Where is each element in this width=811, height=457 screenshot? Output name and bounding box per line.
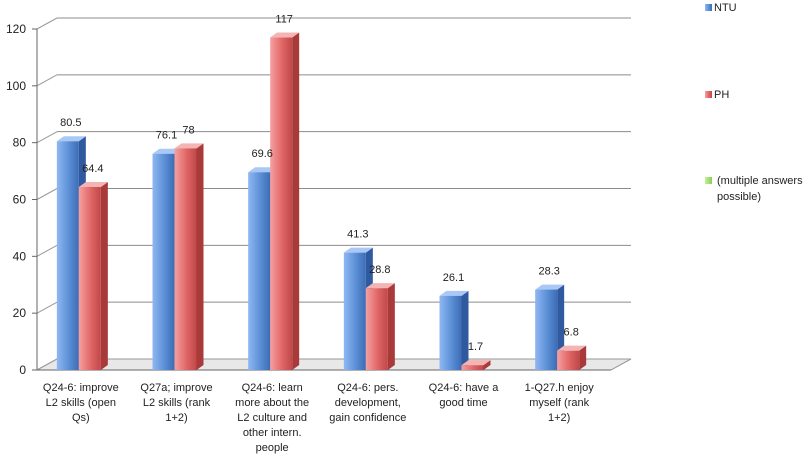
data-label: 41.3	[347, 229, 368, 241]
data-label: 80.5	[60, 117, 81, 129]
data-label: 1.7	[468, 341, 483, 353]
data-label: 28.3	[538, 266, 559, 278]
bar-top	[343, 247, 373, 253]
legend-label: (multiple answers possible)	[717, 175, 803, 203]
legend: NTU PH (multiple answers possible)	[705, 2, 803, 203]
category-label-line: Q24-6: have a	[429, 382, 500, 394]
data-label: 117	[275, 14, 293, 26]
legend-label: PH	[714, 89, 729, 101]
bar-top	[461, 360, 491, 366]
data-label: 28.8	[369, 264, 390, 276]
gridline-slant	[36, 301, 58, 314]
category-label-line: 1+2)	[165, 412, 187, 424]
bar-ph	[365, 288, 388, 370]
category-label-line: L2 skills (open	[46, 397, 116, 409]
bar-side	[483, 360, 491, 370]
bars	[56, 32, 587, 371]
category-label-line: 1-Q27.h enjoy	[525, 382, 595, 394]
bar-ph	[461, 365, 484, 370]
bar-side	[461, 290, 469, 370]
gridline-slant	[36, 188, 58, 200]
data-label: 6.8	[564, 327, 579, 339]
category-label-line: Q27a; improve	[140, 382, 212, 394]
category-label: Q24-6: have a good time	[429, 382, 500, 409]
category-label-line: other intern.	[243, 427, 302, 439]
y-tick-label: 60	[13, 193, 27, 207]
bar-ph	[78, 186, 101, 370]
y-tick-label: 120	[6, 22, 26, 36]
legend-swatch	[705, 91, 712, 98]
category-label-line: people	[256, 442, 289, 454]
category-label-line: Q24-6: pers.	[337, 382, 398, 394]
bar-ntu	[248, 172, 271, 370]
bar-ph	[174, 148, 197, 370]
category-label-line: Q24-6: improve	[43, 382, 119, 394]
y-tick-label: 80	[13, 136, 27, 150]
bar-ntu	[439, 295, 462, 370]
bar-top	[174, 143, 204, 149]
data-label: 26.1	[443, 272, 464, 284]
category-label: 1-Q27.h enjoy myself (rank 1+2)	[525, 382, 595, 424]
bar-ntu	[152, 153, 175, 370]
data-label: 76.1	[156, 130, 177, 142]
gridline-slant	[36, 131, 58, 144]
bar-top	[56, 136, 86, 142]
legend-swatch	[705, 4, 712, 11]
bar-top	[439, 290, 469, 296]
gridline-slant	[36, 244, 58, 257]
y-tick-label: 40	[13, 249, 27, 263]
data-label: 69.6	[251, 148, 272, 160]
gridline-slant	[36, 17, 58, 30]
category-label-line: development,	[335, 397, 401, 409]
category-label-line: good time	[439, 397, 487, 409]
bar-top	[78, 181, 108, 187]
category-label: Q24-6: improve L2 skills (open Qs)	[43, 382, 119, 424]
gridline-slant	[36, 74, 58, 87]
category-label-line: gain confidence	[329, 412, 406, 424]
data-labels: 80.5 64.4 76.1 78 69.6 117 41.3 28.8 26.1 1.7 28.3…	[60, 14, 579, 354]
y-tick-label: 20	[13, 306, 27, 320]
category-label-line: L2 skills (rank	[143, 397, 211, 409]
bar-ntu	[535, 289, 558, 370]
legend-label: NTU	[714, 2, 737, 14]
bar-ntu	[343, 252, 366, 370]
legend-swatch	[705, 177, 712, 184]
category-label-line: L2 culture and	[237, 412, 307, 424]
legend-label-line: possible)	[717, 191, 761, 203]
category-label: Q24-6: pers. development, gain confidence	[329, 382, 406, 424]
bar-ntu	[56, 141, 79, 370]
bar-side	[196, 143, 204, 370]
bar-top	[557, 345, 587, 351]
bar-side	[292, 32, 300, 371]
category-label-line: 1+2)	[548, 412, 570, 424]
y-tick-label: 100	[6, 79, 26, 93]
bar-top	[535, 284, 565, 290]
bar-ph	[270, 37, 293, 371]
category-label-line: myself (rank	[529, 397, 589, 409]
bar-top	[365, 283, 395, 289]
category-label: Q27a; improve L2 skills (rank 1+2)	[140, 382, 212, 424]
category-label-line: more about the	[235, 397, 309, 409]
data-label: 78	[182, 124, 194, 136]
bar-top	[270, 32, 300, 38]
bar-side	[100, 181, 108, 370]
bar-ph	[557, 350, 580, 370]
legend-label-line: (multiple answers	[717, 175, 803, 187]
bar-top	[248, 167, 278, 173]
category-labels: Q24-6: improve L2 skills (open Qs) Q27a; im…	[43, 382, 594, 454]
bar-side	[579, 345, 587, 370]
category-label: Q24-6: learn more about the L2 culture and…	[235, 382, 309, 454]
y-tick-label: 0	[19, 363, 26, 377]
category-label-line: Qs)	[72, 412, 90, 424]
bar-top	[152, 148, 182, 154]
category-label-line: Q24-6: learn	[242, 382, 303, 394]
bar-side	[387, 283, 395, 370]
data-label: 64.4	[82, 163, 103, 175]
